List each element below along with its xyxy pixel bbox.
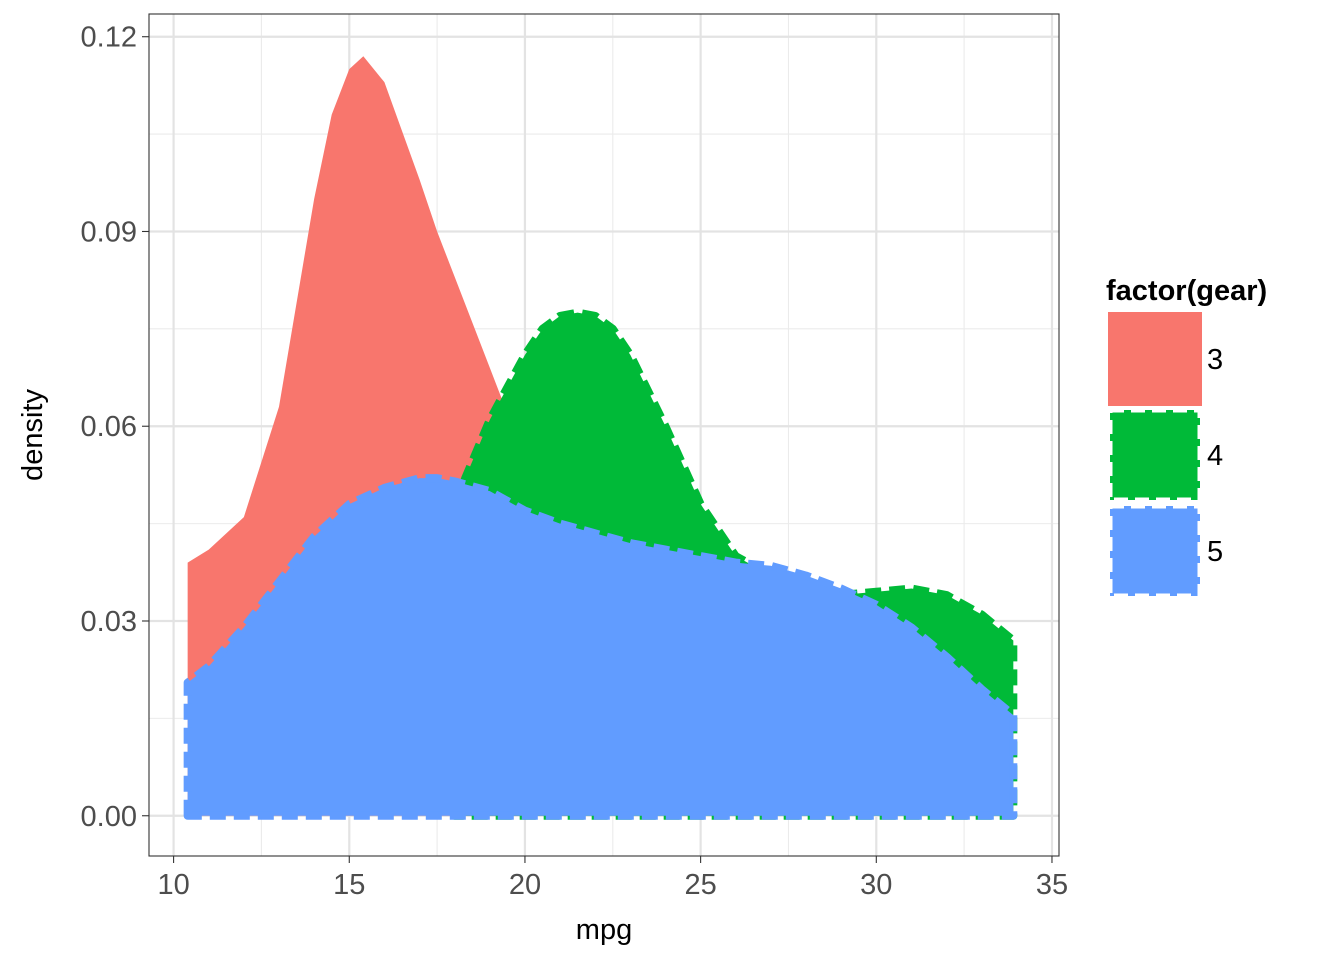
y-tick-label: 0.03: [81, 606, 137, 638]
x-tick-label: 20: [509, 869, 541, 901]
legend-items: 3 4 5: [1107, 312, 1223, 599]
legend-key-gear-5: [1107, 503, 1203, 599]
y-tick-label: 0.06: [81, 411, 137, 443]
axis-layer: 10 15 20 25 30 35 0.00 0.03 0.06 0.09 0.12: [81, 22, 1069, 901]
panel-border: [148, 13, 1060, 857]
x-tick-label: 10: [157, 869, 189, 901]
legend: factor(gear) 3 4 5: [1106, 275, 1267, 599]
x-axis-title: mpg: [576, 914, 632, 946]
y-tick-label: 0.00: [81, 801, 137, 833]
x-tick-label: 15: [333, 869, 365, 901]
legend-key-gear-4: [1107, 407, 1203, 503]
y-tick-label: 0.12: [81, 22, 137, 54]
x-tick-label: 35: [1036, 869, 1068, 901]
density-area-gear-5: [183, 474, 1018, 820]
legend-label-gear-4: 4: [1207, 440, 1223, 472]
x-tick-label: 30: [860, 869, 892, 901]
legend-label-gear-5: 5: [1207, 536, 1223, 568]
y-axis-title: density: [17, 389, 49, 481]
legend-label-gear-3: 3: [1207, 344, 1223, 376]
x-tick-label: 25: [684, 869, 716, 901]
legend-key-gear-3: [1108, 312, 1202, 406]
legend-title: factor(gear): [1106, 275, 1267, 307]
y-tick-label: 0.09: [81, 216, 137, 248]
area-layer: [183, 56, 1018, 820]
